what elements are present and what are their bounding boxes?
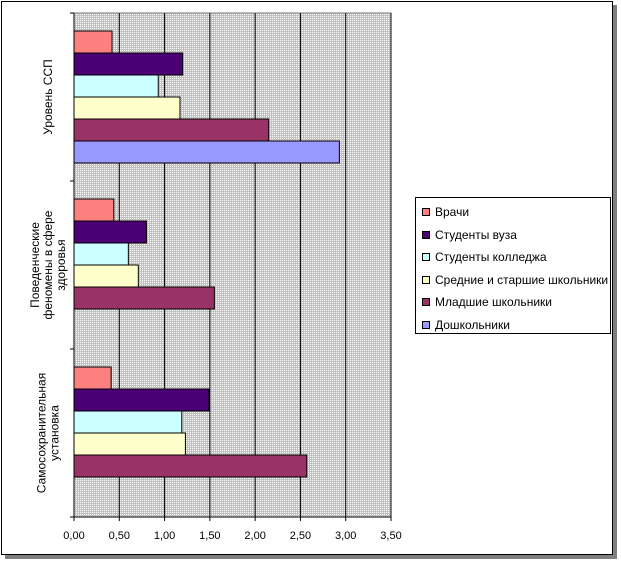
legend-label: Студенты вуза — [435, 227, 517, 242]
legend-item: Дошкольники — [422, 317, 510, 333]
bar — [73, 198, 115, 222]
legend-swatch — [422, 208, 430, 216]
bar — [73, 366, 112, 390]
category-label: Поведенческие феномены в сфере здоровья — [28, 210, 68, 319]
axes — [70, 12, 392, 521]
chart-frame: 0,00 0,50 1,00 1,50 2,00 2,50 3,00 3,50 Самосох… — [1, 1, 613, 555]
legend-item: Врачи — [422, 204, 469, 220]
bar — [73, 118, 270, 142]
x-tick-labels: 0,00 0,50 1,00 1,50 2,00 2,50 3,00 3,50 — [63, 530, 401, 542]
bar — [73, 220, 147, 244]
category-label-line: феномены в сфере — [41, 210, 55, 319]
x-tick-label: 3,50 — [380, 530, 401, 542]
legend-item: Студенты колледжа — [422, 249, 547, 265]
x-tick-label: 2,00 — [244, 530, 265, 542]
category-labels: Самосохранительная установка Поведенческие… — [28, 59, 68, 493]
bar — [73, 74, 159, 98]
legend-label: Дошкольники — [435, 318, 510, 332]
bar — [73, 140, 340, 164]
legend-item: Младшие школьники — [422, 294, 552, 310]
x-tick-label: 2,50 — [290, 530, 311, 542]
legend-label: Врачи — [435, 205, 470, 219]
legend-swatch — [422, 230, 430, 239]
legend-item: Студенты вуза — [422, 227, 517, 243]
category-label: Уровень ССП — [41, 59, 55, 135]
bar-chart: 0,00 0,50 1,00 1,50 2,00 2,50 3,00 3,50 Самосох… — [28, 12, 402, 542]
category-label-line: Уровень ССП — [41, 59, 55, 135]
legend-label: Младшие школьники — [435, 295, 552, 310]
bar — [73, 432, 186, 456]
category-label: Самосохранительная установка — [35, 373, 62, 493]
x-tick-label: 1,50 — [199, 530, 220, 542]
bar — [73, 96, 181, 120]
legend-swatch — [422, 253, 430, 262]
legend-item: Средние и старшие школьники — [422, 272, 608, 288]
bar — [73, 410, 183, 434]
legend-label: Студенты колледжа — [435, 250, 547, 265]
bar — [73, 52, 184, 76]
legend-label: Средние и старшие школьники — [435, 272, 609, 287]
legend-swatch — [422, 298, 430, 307]
category-label-line: здоровья — [54, 239, 68, 290]
legend-swatch — [422, 321, 430, 329]
bar — [73, 286, 215, 310]
category-label-line: Самосохранительная — [35, 373, 49, 493]
x-tick-label: 0,00 — [63, 530, 84, 542]
x-tick-label: 1,00 — [154, 530, 175, 542]
bar — [73, 30, 113, 54]
legend: Врачи Студенты вуза Студенты колледжа Средн… — [415, 197, 611, 334]
bar — [73, 388, 210, 412]
category-label-line: установка — [48, 405, 62, 461]
x-tick-label: 3,00 — [335, 530, 356, 542]
bar — [73, 242, 129, 266]
category-label-line: Поведенческие — [28, 222, 42, 308]
bars — [73, 30, 340, 478]
bar — [73, 454, 308, 478]
x-tick-label: 0,50 — [109, 530, 130, 542]
legend-swatch — [422, 275, 430, 284]
bar — [73, 264, 139, 288]
